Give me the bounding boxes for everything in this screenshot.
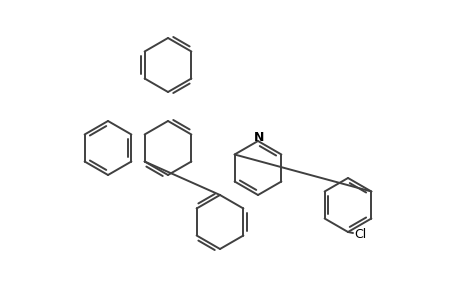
Text: Cl: Cl (353, 229, 365, 242)
Text: N: N (253, 130, 263, 143)
